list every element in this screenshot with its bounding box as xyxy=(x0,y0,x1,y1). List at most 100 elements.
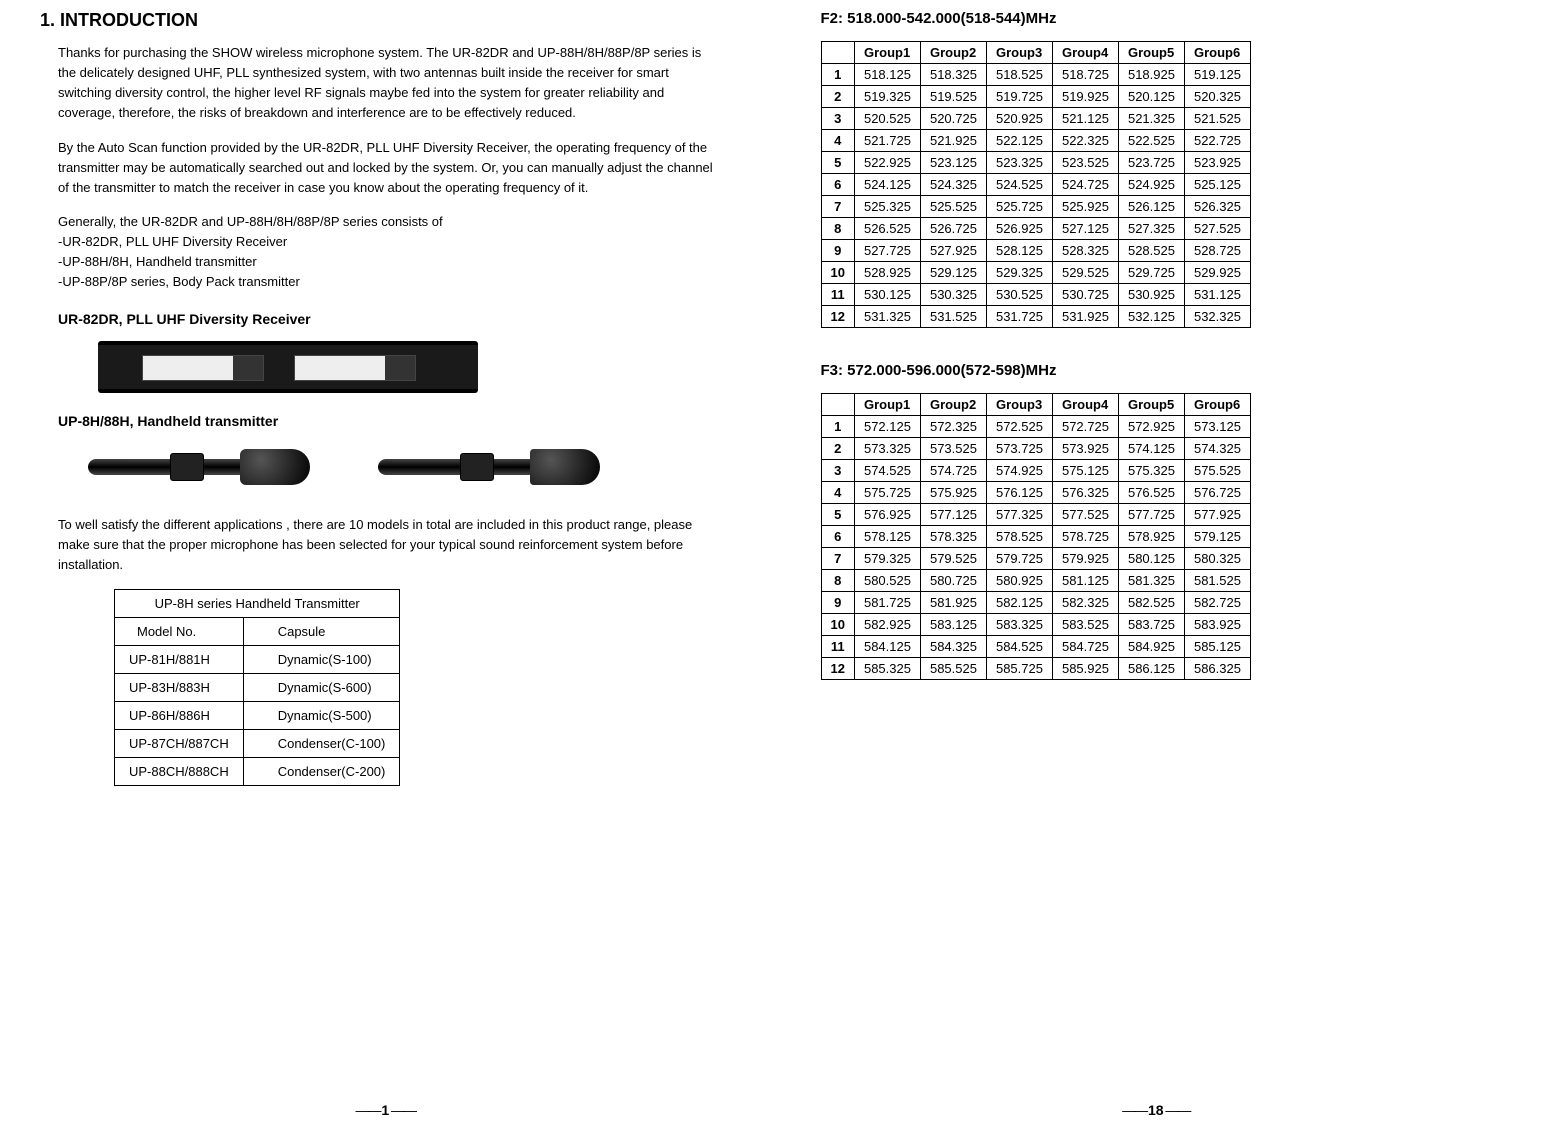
freq-header: Group6 xyxy=(1184,394,1250,416)
freq-cell: 520.325 xyxy=(1184,86,1250,108)
components-lead: Generally, the UR-82DR and UP-88H/8H/88P… xyxy=(58,212,716,232)
freq-cell: 579.725 xyxy=(986,548,1052,570)
freq-cell: 583.325 xyxy=(986,614,1052,636)
freq-cell: 575.125 xyxy=(1052,460,1118,482)
freq-cell: 576.125 xyxy=(986,482,1052,504)
freq-cell: 584.125 xyxy=(854,636,920,658)
freq-cell: 575.525 xyxy=(1184,460,1250,482)
freq-row-index: 4 xyxy=(821,130,854,152)
freq-cell: 526.725 xyxy=(920,218,986,240)
freq-cell: 521.725 xyxy=(854,130,920,152)
freq-cell: 522.325 xyxy=(1052,130,1118,152)
freq-cell: 522.525 xyxy=(1118,130,1184,152)
freq-row-index: 7 xyxy=(821,548,854,570)
freq-cell: 523.525 xyxy=(1052,152,1118,174)
freq-cell: 532.125 xyxy=(1118,306,1184,328)
model-cell: Dynamic(S-500) xyxy=(243,701,400,729)
freq-row-index: 11 xyxy=(821,284,854,306)
freq-cell: 529.125 xyxy=(920,262,986,284)
freq-header: Group1 xyxy=(854,394,920,416)
freq-row-index: 10 xyxy=(821,262,854,284)
freq-cell: 524.525 xyxy=(986,174,1052,196)
components-item-2: -UP-88H/8H, Handheld transmitter xyxy=(58,252,716,272)
freq-cell: 574.325 xyxy=(1184,438,1250,460)
freq-cell: 525.525 xyxy=(920,196,986,218)
page-number-left: 1 xyxy=(0,1102,771,1118)
freq-header: Group4 xyxy=(1052,42,1118,64)
freq-header: Group5 xyxy=(1118,42,1184,64)
freq-cell: 528.725 xyxy=(1184,240,1250,262)
freq-cell: 576.725 xyxy=(1184,482,1250,504)
freq-cell: 579.325 xyxy=(854,548,920,570)
mic-image-1 xyxy=(88,443,318,491)
freq-cell: 580.725 xyxy=(920,570,986,592)
freq-cell: 529.325 xyxy=(986,262,1052,284)
freq-cell: 572.925 xyxy=(1118,416,1184,438)
freq-cell: 579.125 xyxy=(1184,526,1250,548)
freq-cell: 526.325 xyxy=(1184,196,1250,218)
freq-cell: 531.725 xyxy=(986,306,1052,328)
freq-cell: 523.725 xyxy=(1118,152,1184,174)
freq-cell: 578.325 xyxy=(920,526,986,548)
freq-cell: 523.125 xyxy=(920,152,986,174)
freq-header: Group3 xyxy=(986,42,1052,64)
model-table: UP-8H series Handheld Transmitter Model … xyxy=(114,589,400,786)
freq-header: Group1 xyxy=(854,42,920,64)
freq-cell: 524.125 xyxy=(854,174,920,196)
freq-cell: 583.725 xyxy=(1118,614,1184,636)
freq-cell: 522.125 xyxy=(986,130,1052,152)
freq-cell: 528.325 xyxy=(1052,240,1118,262)
freq-cell: 573.925 xyxy=(1052,438,1118,460)
freq-cell: 532.325 xyxy=(1184,306,1250,328)
freq-row-index: 11 xyxy=(821,636,854,658)
freq-cell: 578.525 xyxy=(986,526,1052,548)
freq-cell: 520.525 xyxy=(854,108,920,130)
freq-row-index: 4 xyxy=(821,482,854,504)
freq-cell: 521.125 xyxy=(1052,108,1118,130)
freq-cell: 520.725 xyxy=(920,108,986,130)
model-cell: UP-86H/886H xyxy=(115,701,244,729)
freq-cell: 582.925 xyxy=(854,614,920,636)
freq-row-index: 8 xyxy=(821,570,854,592)
f3-table: Group1Group2Group3Group4Group5Group61572… xyxy=(821,393,1251,680)
components-item-3: -UP-88P/8P series, Body Pack transmitter xyxy=(58,272,716,292)
model-table-title: UP-8H series Handheld Transmitter xyxy=(115,589,400,617)
freq-cell: 519.525 xyxy=(920,86,986,108)
freq-row-index: 9 xyxy=(821,240,854,262)
freq-cell: 574.125 xyxy=(1118,438,1184,460)
freq-cell: 524.725 xyxy=(1052,174,1118,196)
freq-cell: 531.125 xyxy=(1184,284,1250,306)
freq-row-index: 8 xyxy=(821,218,854,240)
freq-header: Group2 xyxy=(920,42,986,64)
freq-row-index: 12 xyxy=(821,306,854,328)
freq-cell: 526.925 xyxy=(986,218,1052,240)
page-number-right: 18 xyxy=(771,1102,1541,1118)
freq-cell: 574.925 xyxy=(986,460,1052,482)
freq-cell: 585.125 xyxy=(1184,636,1250,658)
freq-cell: 574.525 xyxy=(854,460,920,482)
freq-cell: 531.325 xyxy=(854,306,920,328)
freq-cell: 518.525 xyxy=(986,64,1052,86)
model-table-h1: Model No. xyxy=(115,617,244,645)
freq-cell: 578.125 xyxy=(854,526,920,548)
freq-cell: 531.525 xyxy=(920,306,986,328)
freq-cell: 519.725 xyxy=(986,86,1052,108)
model-cell: Condenser(C-100) xyxy=(243,729,400,757)
freq-cell: 582.125 xyxy=(986,592,1052,614)
freq-header: Group3 xyxy=(986,394,1052,416)
intro-para-2: By the Auto Scan function provided by th… xyxy=(58,138,716,198)
components-item-1: -UR-82DR, PLL UHF Diversity Receiver xyxy=(58,232,716,252)
freq-cell: 521.325 xyxy=(1118,108,1184,130)
freq-cell: 584.725 xyxy=(1052,636,1118,658)
freq-cell: 575.725 xyxy=(854,482,920,504)
freq-cell: 578.925 xyxy=(1118,526,1184,548)
freq-row-index: 1 xyxy=(821,416,854,438)
mic-image-2 xyxy=(378,443,608,491)
freq-row-index: 2 xyxy=(821,438,854,460)
intro-para-1: Thanks for purchasing the SHOW wireless … xyxy=(58,43,716,124)
freq-cell: 527.125 xyxy=(1052,218,1118,240)
freq-cell: 585.525 xyxy=(920,658,986,680)
freq-cell: 584.925 xyxy=(1118,636,1184,658)
f2-table: Group1Group2Group3Group4Group5Group61518… xyxy=(821,41,1251,328)
freq-cell: 529.525 xyxy=(1052,262,1118,284)
